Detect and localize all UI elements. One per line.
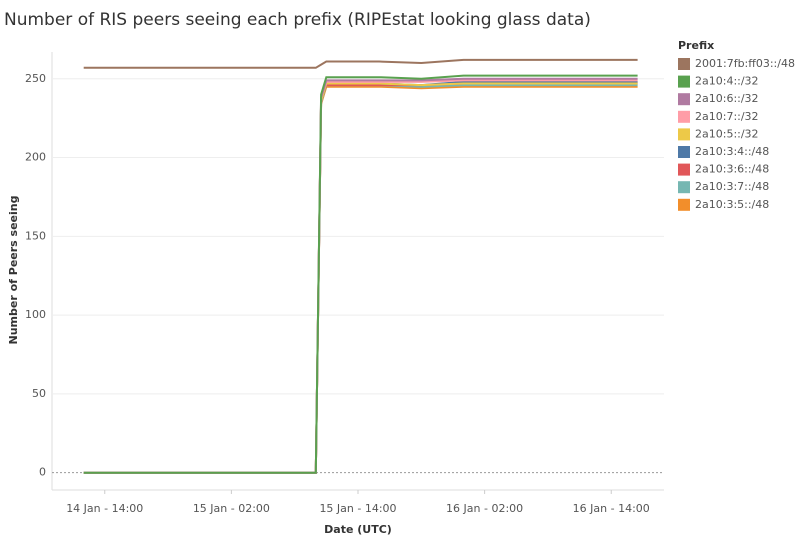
- legend-label: 2001:7fb:ff03::/48: [695, 57, 795, 70]
- series-line: [83, 84, 638, 474]
- legend-swatch: [678, 75, 690, 88]
- legend-swatch: [678, 198, 690, 211]
- legend-swatch: [678, 58, 690, 70]
- legend-label: 2a10:3:6::/48: [695, 163, 769, 176]
- y-tick-label: 200: [25, 151, 46, 164]
- series-line: [83, 79, 638, 474]
- series-line: [83, 77, 638, 474]
- y-axis-title: Number of Peers seeing: [7, 196, 20, 345]
- y-tick-label: 150: [25, 229, 46, 242]
- legend-label: 2a10:5::/32: [695, 127, 759, 140]
- chart-title: Number of RIS peers seeing each prefix (…: [4, 10, 591, 30]
- y-tick-label: 50: [32, 387, 46, 400]
- x-tick-label: 15 Jan - 14:00: [319, 502, 396, 515]
- x-tick-label: 14 Jan - 14:00: [66, 502, 143, 515]
- legend-title: Prefix: [678, 39, 714, 52]
- series-line: [83, 74, 638, 474]
- legend-label: 2a10:7::/32: [695, 110, 759, 123]
- legend-label: 2a10:6::/32: [695, 92, 759, 105]
- legend-swatch: [678, 163, 690, 176]
- y-tick-label: 0: [39, 466, 46, 479]
- y-tick-label: 250: [25, 72, 46, 85]
- legend-label: 2a10:3:7::/48: [695, 180, 769, 193]
- legend-swatch: [678, 93, 690, 106]
- legend-label: 2a10:4::/32: [695, 75, 759, 88]
- series-line: [83, 80, 638, 474]
- x-tick-label: 15 Jan - 02:00: [193, 502, 270, 515]
- series-line: [83, 82, 638, 474]
- series-line: [83, 82, 638, 474]
- legend-swatch: [678, 110, 690, 123]
- legend-swatch: [678, 146, 690, 158]
- x-tick-label: 16 Jan - 02:00: [446, 502, 523, 515]
- legend-label: 2a10:3:5::/48: [695, 198, 769, 211]
- x-tick-label: 16 Jan - 14:00: [573, 502, 650, 515]
- series-line: [83, 85, 638, 474]
- legend-label: 2a10:3:4::/48: [695, 145, 769, 158]
- legend-swatch: [678, 128, 690, 141]
- y-tick-label: 100: [25, 308, 46, 321]
- legend-swatch: [678, 181, 690, 194]
- series-line: [83, 58, 638, 69]
- x-axis-title: Date (UTC): [324, 523, 392, 536]
